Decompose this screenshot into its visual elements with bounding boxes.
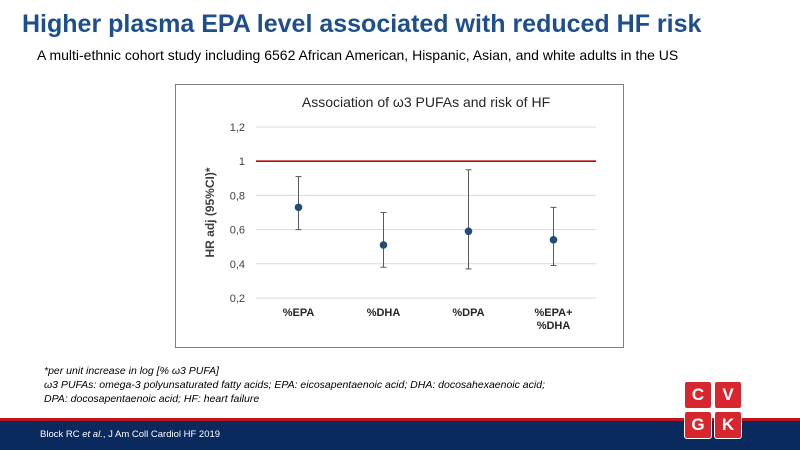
y-axis-label: HR adj (95%CI)* (203, 167, 217, 257)
slide-subtitle: A multi-ethnic cohort study including 65… (37, 47, 679, 63)
footer-divider (0, 418, 800, 421)
slide-title: Higher plasma EPA level associated with … (22, 10, 702, 38)
x-category-label: %DPA (452, 307, 484, 319)
forest-plot: Association of ω3 PUFAs and risk of HF 0,… (203, 94, 596, 332)
y-tick-label: 0,6 (230, 225, 245, 237)
footnote-abbreviations-1: ω3 PUFAs: omega-3 polyunsaturated fatty … (44, 379, 545, 391)
citation-et-al: et al. (82, 429, 103, 440)
chart-title: Association of ω3 PUFAs and risk of HF (302, 94, 550, 110)
y-tick-label: 0,4 (230, 259, 245, 271)
x-category-label: %EPA (283, 307, 315, 319)
data-point (379, 241, 388, 249)
y-tick-label: 1 (239, 156, 245, 168)
footnote-abbreviations-2: DPA: docosapentaenoic acid; HF: heart fa… (44, 393, 260, 405)
y-tick-label: 1,2 (230, 122, 245, 134)
x-category-label-line: %DHA (367, 307, 401, 319)
y-tick-label: 0,8 (230, 190, 245, 202)
citation-authors: Block RC (40, 429, 83, 440)
x-category-label-line: %EPA+ (534, 307, 572, 319)
footer-bar: Block RC et al., J Am Coll Cardiol HF 20… (0, 421, 800, 450)
chart-panel: Association of ω3 PUFAs and risk of HF 0,… (175, 84, 624, 348)
data-point (294, 203, 303, 212)
x-category-label: %DHA (367, 307, 401, 319)
cvgk-logo: C V G K (684, 381, 742, 439)
footnote-asterisk: *per unit increase in log [% ω3 PUFA] (44, 365, 219, 377)
x-category-label-line: %DPA (452, 307, 484, 319)
logo-letter-g: G (684, 411, 712, 439)
logo-letter-v: V (714, 381, 742, 409)
x-category-label-line: %DHA (537, 320, 571, 332)
y-tick-label: 0,2 (230, 293, 245, 305)
x-category-label: %EPA+ %DHA (534, 307, 572, 332)
data-point (464, 227, 473, 236)
data-point (549, 236, 558, 244)
footnotes: *per unit increase in log [% ω3 PUFA] ω3… (44, 364, 545, 406)
citation: Block RC et al., J Am Coll Cardiol HF 20… (40, 429, 220, 440)
logo-letter-k: K (714, 411, 742, 439)
logo-letter-c: C (684, 381, 712, 409)
x-category-label-line: %EPA (283, 307, 315, 319)
citation-journal: , J Am Coll Cardiol HF 2019 (102, 429, 221, 440)
